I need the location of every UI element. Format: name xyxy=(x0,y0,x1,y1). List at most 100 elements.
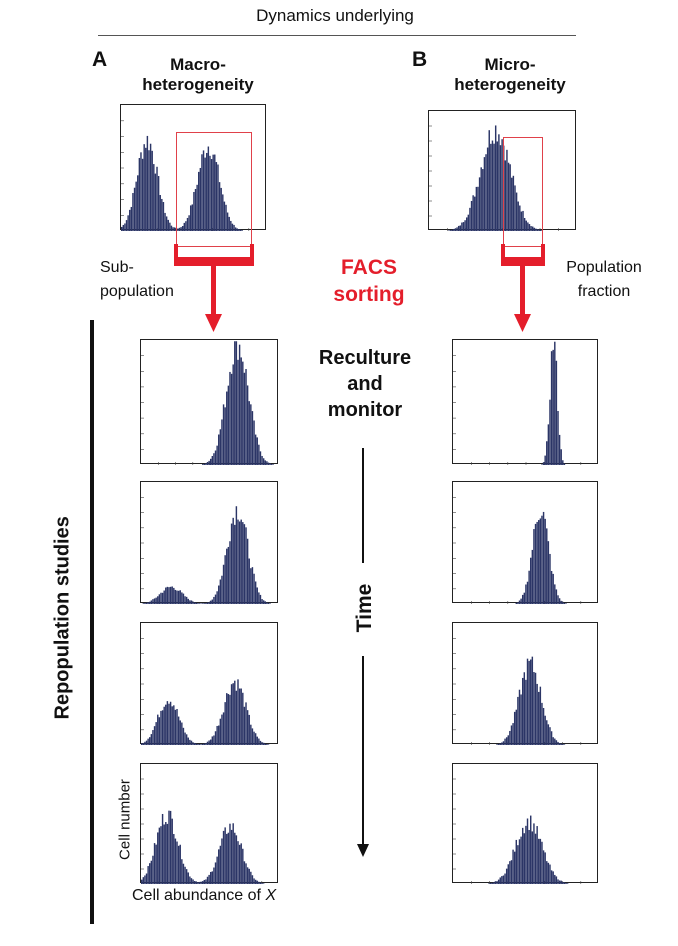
histogram-bar xyxy=(197,603,199,604)
histogram-bar xyxy=(528,660,530,745)
histogram-bar xyxy=(213,453,215,465)
histogram-bar xyxy=(239,229,242,231)
histogram-bar xyxy=(544,455,546,465)
histogram-bar xyxy=(499,877,501,884)
histogram-bar xyxy=(517,696,519,745)
histogram-bar xyxy=(250,724,252,745)
histogram-bar xyxy=(146,135,149,231)
histogram-bar xyxy=(558,598,561,604)
histogram-bar xyxy=(142,742,145,745)
histogram-bar xyxy=(173,705,175,745)
histogram-bar xyxy=(258,444,260,465)
histogram-bar xyxy=(512,175,515,231)
histogram-bar xyxy=(187,872,189,884)
histogram-bar xyxy=(536,683,538,745)
histogram-bar xyxy=(542,462,545,465)
histogram-bar xyxy=(165,822,167,884)
histogram-bar xyxy=(518,600,521,604)
histogram-bar xyxy=(536,229,539,231)
histogram-bar xyxy=(206,876,209,884)
histogram-bar xyxy=(554,584,556,604)
histogram-bar xyxy=(214,154,216,231)
histogram-bar xyxy=(472,195,474,231)
histogram-bar xyxy=(506,149,508,231)
histogram-a-time-1 xyxy=(140,339,278,465)
histogram-bar xyxy=(546,720,548,745)
histogram-bar xyxy=(207,146,210,231)
histogram-bar xyxy=(533,227,536,231)
histogram-bar xyxy=(193,881,196,884)
histogram-bar xyxy=(171,818,173,884)
histogram-bar xyxy=(554,738,556,745)
histogram-bar xyxy=(462,222,465,231)
histogram-bar xyxy=(509,861,511,884)
histogram-bar xyxy=(163,590,165,604)
histogram-bar xyxy=(240,688,242,745)
histogram-bar xyxy=(195,602,197,604)
histogram-bar xyxy=(248,868,250,884)
histogram-bar xyxy=(254,733,257,745)
histogram-bar xyxy=(248,558,250,604)
histogram-bar xyxy=(121,226,123,231)
histogram-bar xyxy=(214,594,217,604)
histogram-bar xyxy=(520,694,522,745)
histogram-bar xyxy=(174,589,177,604)
histogram-bar xyxy=(137,175,139,231)
time-arrowhead xyxy=(357,844,369,857)
histogram-bar xyxy=(212,154,214,231)
histogram-bar xyxy=(453,228,455,231)
histogram-bar xyxy=(243,372,246,465)
histogram-bar xyxy=(150,600,153,604)
histogram-bar xyxy=(148,150,150,231)
histogram-bar xyxy=(208,460,210,465)
histogram-bar xyxy=(157,714,159,745)
histogram-b-time-2 xyxy=(452,481,598,604)
histogram-bar xyxy=(544,852,546,884)
histogram-bar xyxy=(512,849,514,884)
histogram-bar xyxy=(185,869,188,884)
histogram-bar xyxy=(497,743,500,745)
histogram-bar xyxy=(248,401,250,465)
histogram-bar xyxy=(250,871,252,884)
histogram-bar xyxy=(454,228,457,231)
histogram-bar xyxy=(539,686,542,745)
histogram-bar xyxy=(243,861,246,884)
histogram-bar xyxy=(534,833,537,884)
histogram-bar xyxy=(153,843,156,884)
histogram-bar xyxy=(542,707,545,745)
histogram-bar xyxy=(140,152,142,231)
histogram-bar xyxy=(491,882,493,884)
histogram-bar xyxy=(555,876,558,884)
histogram-bar xyxy=(251,567,254,604)
histogram-bar xyxy=(555,740,558,745)
histogram-bar xyxy=(159,195,161,231)
histogram-bar xyxy=(262,458,265,465)
histogram-bar xyxy=(200,603,202,604)
histogram-bar xyxy=(193,742,196,745)
histogram-bar xyxy=(187,598,189,604)
histogram-bar xyxy=(206,462,209,465)
histogram-bar xyxy=(269,463,271,465)
histogram-bar xyxy=(161,592,164,604)
histogram-bar xyxy=(231,223,234,231)
histogram-bar xyxy=(531,226,534,231)
histogram-bar xyxy=(141,743,143,745)
histogram-bar xyxy=(183,222,186,231)
histogram-bar xyxy=(168,810,170,884)
histogram-bar xyxy=(547,424,550,465)
histogram-bar xyxy=(562,460,564,465)
histogram-bar xyxy=(127,215,129,231)
histogram-bar xyxy=(147,602,149,604)
histogram-bar xyxy=(232,823,234,884)
histogram-bar xyxy=(219,429,222,465)
histogram-bar xyxy=(264,601,266,604)
histogram-bar xyxy=(156,166,158,231)
histogram-bar xyxy=(174,709,177,745)
histogram-bar xyxy=(169,222,171,231)
histogram-bar xyxy=(241,230,243,231)
histogram-bar xyxy=(491,140,494,231)
histogram-bar xyxy=(163,824,165,884)
histogram-bar xyxy=(242,848,244,884)
histogram-bar xyxy=(135,181,137,231)
histogram-bar xyxy=(262,883,265,884)
